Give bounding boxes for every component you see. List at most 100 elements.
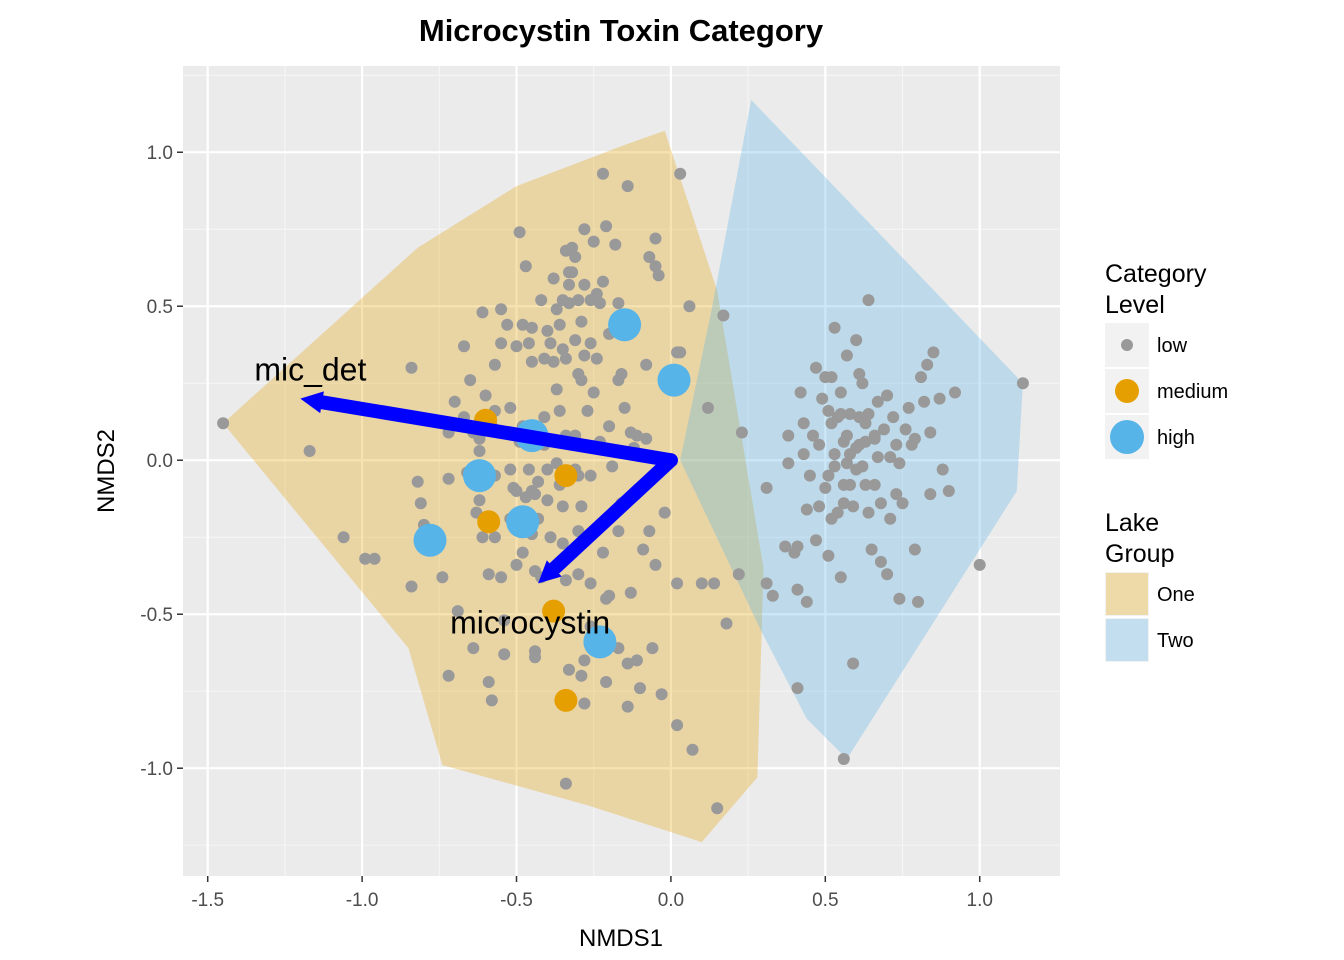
point-low xyxy=(482,568,495,581)
point-low xyxy=(828,321,841,334)
point-low xyxy=(522,463,535,476)
vector-label-mic-det: mic_det xyxy=(254,352,366,388)
point-medium xyxy=(477,510,501,534)
point-low xyxy=(587,386,600,399)
point-low xyxy=(643,525,656,538)
point-low xyxy=(884,512,897,525)
point-low xyxy=(881,389,894,402)
point-low xyxy=(893,592,906,605)
point-low xyxy=(513,226,526,239)
point-low xyxy=(479,389,492,402)
point-low xyxy=(803,469,816,482)
point-low xyxy=(899,423,912,436)
point-low xyxy=(529,488,541,501)
point-low xyxy=(621,657,634,670)
point-low xyxy=(671,719,684,732)
point-low xyxy=(936,463,949,476)
point-low xyxy=(856,377,869,390)
point-medium xyxy=(554,464,578,488)
point-low xyxy=(800,503,813,516)
point-low xyxy=(538,352,551,365)
point-low xyxy=(896,497,909,510)
legend-key-low xyxy=(1121,339,1133,351)
point-low xyxy=(550,383,563,396)
point-low xyxy=(797,417,810,430)
plot-panel xyxy=(183,66,1060,876)
point-low xyxy=(522,337,535,350)
point-low xyxy=(501,318,514,331)
legend-key-bg-two xyxy=(1105,618,1149,662)
point-low xyxy=(868,429,881,442)
legend-label-one: One xyxy=(1157,584,1195,606)
point-low xyxy=(840,457,853,470)
point-low xyxy=(643,251,656,263)
point-low xyxy=(807,429,819,442)
point-low xyxy=(217,417,230,430)
point-low xyxy=(874,497,887,510)
x-tick-label: 0.0 xyxy=(658,890,684,911)
point-low xyxy=(908,432,921,445)
point-low xyxy=(850,334,863,347)
point-low xyxy=(927,346,940,359)
point-low xyxy=(884,451,897,464)
point-low xyxy=(862,506,875,519)
legend-group-1: Category Level low medium high xyxy=(1105,260,1228,459)
point-low xyxy=(844,478,856,491)
point-low xyxy=(581,404,594,417)
point-low xyxy=(834,386,847,399)
point-low xyxy=(862,294,875,307)
x-tick-label: -1.0 xyxy=(346,890,379,911)
point-low xyxy=(405,580,418,593)
point-low xyxy=(541,494,554,507)
point-low xyxy=(359,552,372,565)
point-low xyxy=(569,334,582,347)
point-low xyxy=(498,648,511,661)
point-low xyxy=(563,297,575,310)
point-low xyxy=(871,395,884,408)
point-low xyxy=(766,589,779,602)
point-low xyxy=(504,463,517,476)
point-low xyxy=(912,595,924,608)
point-low xyxy=(655,688,668,701)
point-low xyxy=(566,266,579,279)
point-low xyxy=(649,232,662,245)
point-low xyxy=(717,309,730,322)
point-low xyxy=(828,460,841,473)
legend-label-low: low xyxy=(1157,335,1188,357)
x-axis: -1.5 -1.0 -0.5 0.0 0.5 1.0 xyxy=(191,876,993,911)
point-low xyxy=(495,337,508,350)
point-low xyxy=(949,386,961,399)
point-low xyxy=(569,251,582,263)
point-low xyxy=(791,682,804,695)
point-low xyxy=(674,167,687,180)
point-low xyxy=(606,460,619,473)
point-low xyxy=(902,401,915,414)
y-tick-label: -0.5 xyxy=(140,605,173,626)
point-low xyxy=(495,303,508,316)
point-low xyxy=(621,700,634,713)
y-tick-label: -1.0 xyxy=(140,759,173,780)
legend-label-two: Two xyxy=(1157,630,1194,652)
point-low xyxy=(779,540,792,553)
point-low xyxy=(550,303,563,316)
point-low xyxy=(411,475,424,488)
legend-label-high: high xyxy=(1157,427,1195,449)
point-low xyxy=(840,429,853,442)
point-low xyxy=(575,315,588,328)
point-low xyxy=(874,555,887,568)
point-low xyxy=(473,445,486,457)
point-low xyxy=(525,355,538,368)
point-low xyxy=(624,586,637,599)
point-low xyxy=(547,355,560,368)
point-low xyxy=(887,411,900,424)
point-low xyxy=(541,324,554,337)
point-low xyxy=(640,358,653,371)
point-low xyxy=(973,558,986,571)
point-low xyxy=(436,571,449,584)
legend-title-line: Lake xyxy=(1105,509,1159,537)
point-low xyxy=(368,552,381,565)
x-tick-label: 1.0 xyxy=(967,890,993,911)
point-low xyxy=(476,306,489,319)
legend-key-bg-one xyxy=(1105,572,1149,616)
point-low xyxy=(702,401,714,414)
